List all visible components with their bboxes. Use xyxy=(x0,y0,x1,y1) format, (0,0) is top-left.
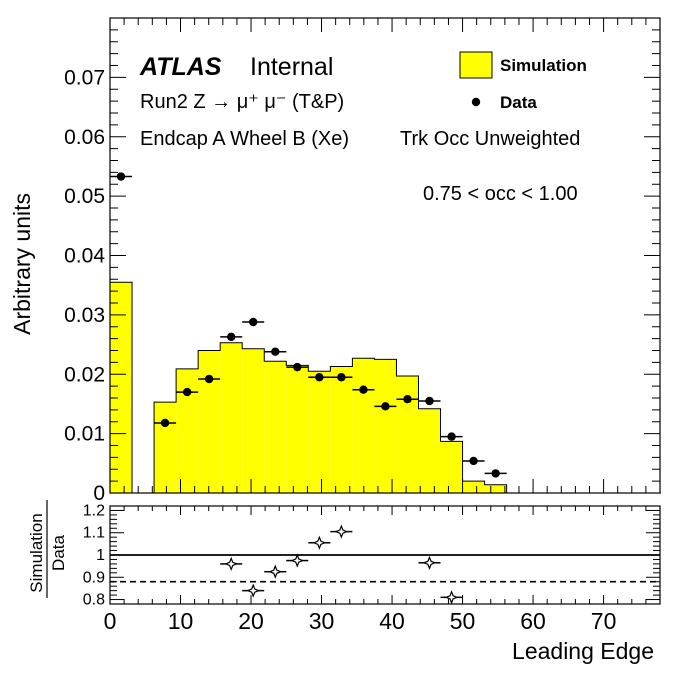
data-point xyxy=(182,387,192,397)
ratio-y-tick-labels: 0.8 0.9 1 1.1 1.2 xyxy=(83,502,105,608)
internal-label: Internal xyxy=(250,53,333,81)
y-axis-title: Arbitrary units xyxy=(9,193,35,335)
ratio-point xyxy=(334,524,349,539)
data-point xyxy=(204,374,214,384)
region-label: Endcap A Wheel B (Xe) xyxy=(140,128,349,150)
simulation-bar xyxy=(110,282,133,493)
simulation-outline xyxy=(109,281,661,494)
y-tick-label: 0.04 xyxy=(64,245,105,268)
atlas-label: ATLAS xyxy=(139,53,222,81)
simulation-bar xyxy=(330,366,353,493)
ratio-point xyxy=(312,535,327,550)
y-tick-label: 0.01 xyxy=(64,423,105,446)
main-plot-frame xyxy=(109,17,661,494)
legend-data-marker xyxy=(471,97,481,107)
x-tick-labels: 0 10 20 30 40 50 60 70 xyxy=(104,608,617,634)
legend-simulation-swatch xyxy=(459,51,493,79)
simulation-bar xyxy=(176,368,199,493)
x-tick-label: 70 xyxy=(591,608,617,634)
simulation-bar xyxy=(220,342,243,493)
data-point xyxy=(227,332,236,342)
occupancy-range-label: 0.75 < occ < 1.00 xyxy=(423,183,578,205)
y-tick-label: 0.02 xyxy=(64,363,105,386)
ratio-y-axis-title: Simulation Data xyxy=(27,500,68,598)
data-point xyxy=(116,172,126,181)
ratio-y-tick-label: 1.2 xyxy=(83,502,105,519)
data-point xyxy=(293,362,302,372)
data-point xyxy=(271,347,280,356)
legend-data-label: Data xyxy=(500,93,537,112)
data-point xyxy=(491,469,500,478)
weighting-label: Trk Occ Unweighted xyxy=(400,128,580,150)
y-tick-label: 0 xyxy=(93,482,105,505)
data-point xyxy=(469,456,478,466)
data-point xyxy=(403,394,412,404)
simulation-bar xyxy=(242,348,265,493)
x-axis-title: Leading Edge xyxy=(512,638,654,664)
data-point xyxy=(425,396,434,406)
data-point xyxy=(381,402,390,411)
simulation-bar xyxy=(484,484,507,493)
main-y-tick-labels: 0 0.01 0.02 0.03 0.04 0.05 0.06 0.07 xyxy=(64,66,105,505)
ratio-y-tick-label: 1.1 xyxy=(83,525,105,542)
ratio-point xyxy=(268,564,283,579)
simulation-bar xyxy=(462,481,485,493)
x-tick-label: 20 xyxy=(238,608,264,634)
x-tick-label: 10 xyxy=(168,608,194,634)
ratio-y-title-denominator: Data xyxy=(49,535,68,571)
x-tick-label: 30 xyxy=(309,608,335,634)
simulation-bar xyxy=(374,359,397,493)
x-tick-label: 40 xyxy=(379,608,405,634)
simulation-bar xyxy=(154,402,177,493)
ratio-reference-lines xyxy=(110,554,660,583)
ratio-point xyxy=(444,590,459,605)
data-point xyxy=(337,373,346,382)
ratio-point xyxy=(246,583,261,598)
ratio-point xyxy=(224,556,239,572)
x-tick-label: 50 xyxy=(450,608,476,634)
y-tick-label: 0.03 xyxy=(64,304,105,327)
data-point xyxy=(447,432,456,441)
simulation-bar xyxy=(396,376,419,493)
ratio-point xyxy=(290,553,305,568)
ratio-y-tick-label: 1 xyxy=(96,547,105,564)
data-point xyxy=(249,317,258,327)
ratio-y-title-numerator: Simulation xyxy=(27,513,46,592)
simulation-bar xyxy=(264,361,287,493)
data-point xyxy=(315,373,324,382)
data-point xyxy=(359,385,368,394)
simulation-bar xyxy=(308,371,331,493)
y-tick-label: 0.07 xyxy=(64,66,105,89)
process-label: Run2 Z → μ⁺ μ⁻ (T&P) xyxy=(140,91,344,113)
simulation-histogram xyxy=(109,281,661,494)
legend: Simulation Data xyxy=(459,51,587,112)
ratio-points xyxy=(220,524,463,605)
simulation-bar xyxy=(286,365,309,493)
simulation-bar xyxy=(440,441,463,493)
ratio-y-tick-label: 0.8 xyxy=(83,592,105,609)
y-tick-label: 0.06 xyxy=(64,126,105,149)
simulation-bar xyxy=(352,358,375,493)
x-tick-label: 0 xyxy=(104,608,117,634)
y-tick-label: 0.05 xyxy=(64,185,105,208)
main-ticks xyxy=(109,17,661,494)
simulation-bar xyxy=(418,408,441,493)
ratio-plot-frame xyxy=(109,505,661,605)
simulation-bar xyxy=(198,350,221,493)
data-point xyxy=(160,418,170,428)
ratio-point xyxy=(422,555,437,570)
data-points xyxy=(109,172,507,478)
legend-simulation-label: Simulation xyxy=(500,56,587,75)
ratio-y-tick-label: 0.9 xyxy=(83,569,105,586)
x-tick-label: 60 xyxy=(520,608,546,634)
